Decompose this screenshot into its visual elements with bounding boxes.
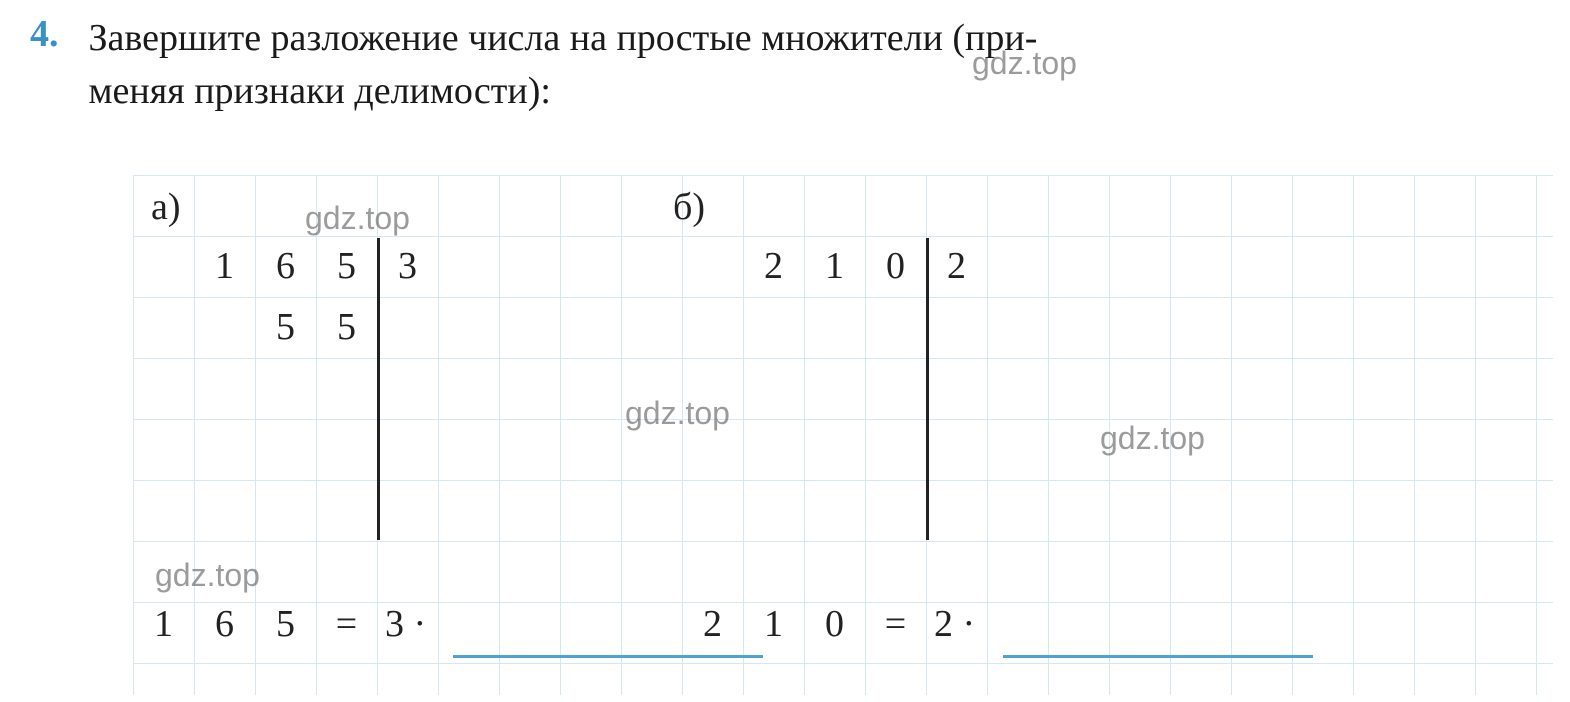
part-a-res-d3: 5 — [255, 602, 316, 646]
part-b-result-line: 2 1 0 = 2 · — [682, 602, 983, 646]
part-a-digit-2: 6 — [255, 236, 316, 297]
part-b-digit-2: 1 — [804, 236, 865, 297]
watermark-3: gdz.top — [625, 395, 730, 432]
part-a-res-d1: 1 — [133, 602, 194, 646]
part-b-res-eq: = — [865, 602, 926, 646]
part-b-digit-1: 2 — [743, 236, 804, 297]
question-line1: Завершите разложение числа на простые мн… — [89, 17, 1038, 59]
part-b-res-d1: 2 — [682, 602, 743, 646]
part-b-divisor-1: 2 — [926, 236, 987, 297]
watermark-5: gdz.top — [155, 557, 260, 594]
part-a-res-start: 3 · — [377, 602, 434, 646]
watermark-1: gdz.top — [972, 45, 1077, 82]
part-a-result-line: 1 6 5 = 3 · — [133, 602, 434, 646]
part-a-label: а) — [151, 185, 181, 229]
watermark-4: gdz.top — [1100, 420, 1205, 457]
watermark-2: gdz.top — [305, 200, 410, 237]
part-a-row2-d1: 5 — [255, 297, 316, 358]
part-a-answer-underline — [453, 655, 763, 658]
part-b-answer-underline — [1003, 655, 1313, 658]
part-a-divisor-1: 3 — [377, 236, 438, 297]
question-header: 4. Завершите разложение числа на простые… — [0, 0, 1570, 118]
part-a-digit-1: 1 — [194, 236, 255, 297]
part-a-row2-d2: 5 — [316, 297, 377, 358]
part-b-res-d2: 1 — [743, 602, 804, 646]
work-grid: а) 1 6 5 3 5 5 1 6 5 = 3 · б) 2 1 0 2 2 … — [133, 175, 1553, 695]
part-b-res-d3: 0 — [804, 602, 865, 646]
part-b-res-start: 2 · — [926, 602, 983, 646]
part-b-label: б) — [673, 185, 705, 229]
part-a-digit-3: 5 — [316, 236, 377, 297]
part-a-division-bar — [377, 238, 380, 540]
question-text: Завершите разложение числа на простые мн… — [89, 12, 1038, 118]
part-b-division-bar — [926, 238, 929, 540]
part-a-res-d2: 6 — [194, 602, 255, 646]
part-a-res-eq: = — [316, 602, 377, 646]
question-line2: меняя признаки делимости): — [89, 70, 551, 112]
part-b-digit-3: 0 — [865, 236, 926, 297]
question-number: 4. — [30, 12, 59, 56]
